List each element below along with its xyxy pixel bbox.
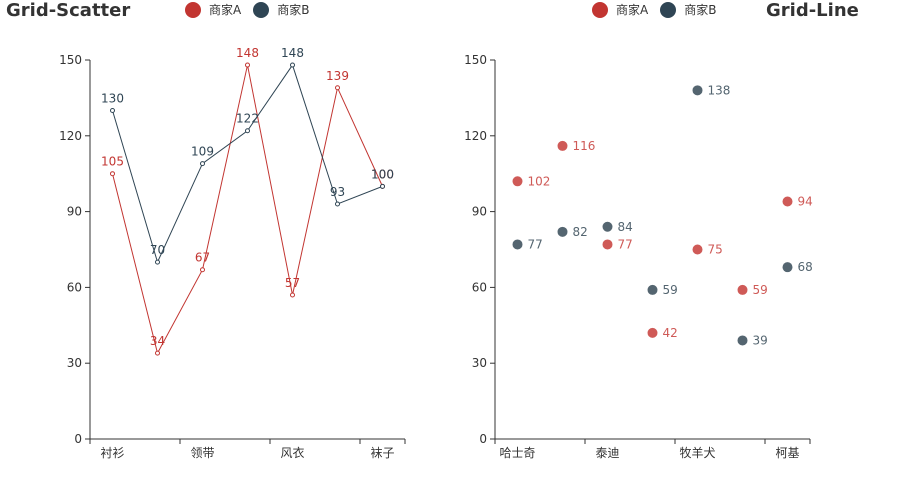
data-point: [200, 267, 205, 273]
data-label: 77: [618, 237, 633, 251]
data-label: 130: [101, 92, 124, 106]
data-point: [290, 292, 295, 298]
x-tick-label: 泰迪: [595, 446, 619, 460]
x-tick-label: 柯基: [775, 446, 799, 460]
scatter-point: [782, 196, 793, 207]
data-label: 68: [798, 260, 813, 274]
data-label: 77: [528, 237, 543, 251]
legend-label-a: 商家A: [616, 3, 649, 17]
y-tick-label: 60: [67, 280, 82, 294]
data-label: 109: [191, 145, 214, 159]
x-tick-label: 哈士奇: [499, 446, 535, 460]
legend-dot-b-icon: [253, 1, 270, 18]
scatter-point: [692, 85, 703, 96]
scatter-point: [737, 284, 748, 295]
scatter-point: [512, 176, 523, 187]
data-label: 57: [285, 276, 300, 290]
chart-title-left: Grid-Scatter: [6, 0, 131, 21]
scatter-point: [647, 327, 658, 338]
data-label: 148: [281, 46, 304, 60]
data-point: [110, 171, 115, 177]
y-tick-label: 60: [472, 280, 487, 294]
x-tick-label: 衬衫: [100, 446, 124, 460]
data-label: 102: [528, 174, 551, 188]
data-label: 100: [371, 167, 394, 181]
chart-title-right: Grid-Line: [766, 0, 859, 21]
legend-item-b[interactable]: 商家B: [660, 1, 716, 18]
data-label: 70: [150, 243, 165, 257]
data-point: [335, 201, 340, 207]
data-point: [200, 161, 205, 167]
series-line-b: [112, 63, 383, 264]
data-point: [155, 259, 160, 265]
y-tick-label: 150: [59, 53, 82, 67]
y-tick-label: 90: [67, 205, 82, 219]
legend-label-b: 商家B: [684, 3, 717, 17]
data-label: 39: [753, 333, 768, 347]
x-tick-label: 领带: [190, 446, 214, 460]
scatter-point: [782, 262, 793, 273]
y-tick-label: 120: [464, 129, 487, 143]
y-tick-label: 0: [479, 432, 487, 446]
y-tick-label: 0: [74, 432, 82, 446]
x-tick-label: 牧羊犬: [679, 445, 715, 460]
data-point: [245, 62, 250, 68]
data-label: 93: [330, 185, 345, 199]
scatter-point: [602, 239, 613, 250]
y-tick-label: 120: [59, 129, 82, 143]
x-tick-label: 袜子: [370, 446, 394, 460]
data-point: [110, 108, 115, 114]
data-label: 94: [798, 194, 813, 208]
legend-item-b[interactable]: 商家B: [253, 1, 309, 18]
data-label: 67: [195, 251, 210, 265]
scatter-point: [557, 140, 568, 151]
legend-item-a[interactable]: 商家A: [185, 1, 241, 18]
data-label: 75: [708, 243, 723, 257]
scatter-point: [512, 239, 523, 250]
data-label: 138: [708, 83, 731, 97]
data-point: [155, 350, 160, 356]
legend-dot-a-icon: [185, 1, 201, 18]
data-point: [380, 183, 385, 189]
data-label: 82: [573, 225, 588, 239]
series-line-a: [112, 64, 383, 355]
legend-right[interactable]: 商家A 商家B: [592, 1, 728, 18]
data-label: 34: [150, 334, 165, 348]
data-label: 84: [618, 220, 633, 234]
data-label: 105: [101, 155, 124, 169]
scatter-point: [647, 284, 658, 295]
data-label: 59: [753, 283, 768, 297]
data-point: [290, 62, 295, 68]
legend-label-b: 商家B: [277, 3, 310, 17]
x-tick-label: 风衣: [280, 445, 304, 460]
legend-left[interactable]: 商家A 商家B: [185, 1, 321, 18]
data-point: [335, 85, 340, 91]
data-label: 148: [236, 46, 259, 60]
data-label: 59: [663, 283, 678, 297]
data-label: 42: [663, 326, 678, 340]
legend-dot-a-icon: [592, 1, 608, 18]
y-tick-label: 90: [472, 205, 487, 219]
y-tick-label: 30: [472, 356, 487, 370]
data-label: 122: [236, 112, 259, 126]
scatter-point: [737, 335, 748, 346]
data-point: [245, 128, 250, 134]
data-label: 100: [371, 167, 394, 181]
y-tick-label: 30: [67, 356, 82, 370]
data-label: 139: [326, 69, 349, 83]
scatter-point: [557, 226, 568, 237]
y-tick-label: 150: [464, 53, 487, 67]
legend-label-a: 商家A: [209, 3, 242, 17]
data-label: 116: [573, 139, 596, 153]
scatter-point: [602, 221, 613, 232]
scatter-point: [692, 244, 703, 255]
legend-dot-b-icon: [660, 1, 677, 18]
legend-item-a[interactable]: 商家A: [592, 1, 648, 18]
